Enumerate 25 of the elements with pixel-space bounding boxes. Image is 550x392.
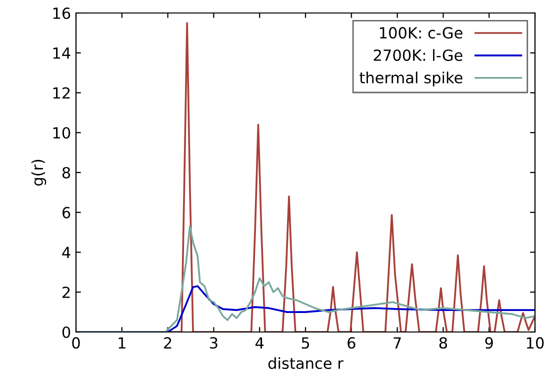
y-tick-label: 12: [53, 87, 70, 99]
x-axis-title: distance r: [268, 357, 344, 370]
legend-label: thermal spike: [360, 72, 462, 86]
x-tick-label: 2: [164, 337, 172, 348]
y-tick-label: 0: [62, 326, 70, 338]
x-tick-label: 9: [485, 337, 493, 349]
legend-label: 2700K: l-Ge: [374, 49, 462, 61]
y-tick-label: 14: [53, 48, 70, 59]
x-tick-label: 4: [255, 337, 264, 348]
x-tick-label: 6: [348, 337, 356, 349]
y-tick-label: 4: [62, 246, 70, 258]
x-tick-label: 5: [302, 337, 310, 349]
x-tick-label: 3: [210, 337, 218, 349]
y-axis-title: g(r): [31, 160, 46, 186]
x-tick-label: 10: [526, 337, 544, 349]
y-tick-label: 6: [62, 206, 70, 218]
y-tick-label: 10: [53, 127, 70, 139]
x-tick-label: 8: [439, 337, 448, 349]
x-tick-label: 0: [72, 337, 80, 349]
x-tick-label: 1: [118, 337, 126, 348]
y-tick-label: 16: [53, 7, 70, 20]
x-tick-label: 7: [394, 337, 401, 348]
y-tick-label: 8: [62, 166, 70, 179]
y-tick-label: 2: [62, 286, 70, 298]
legend-label: 100K: c-Ge: [380, 27, 462, 39]
